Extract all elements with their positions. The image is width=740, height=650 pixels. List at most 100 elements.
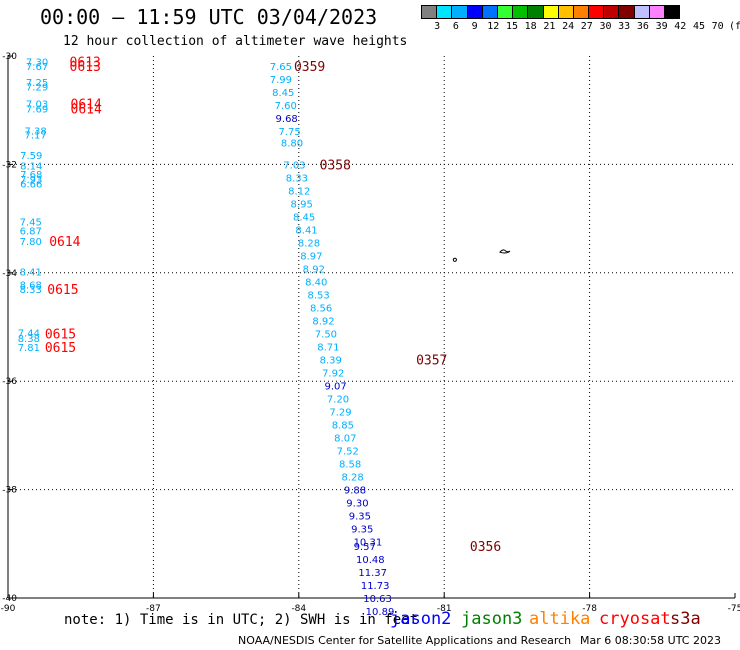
wave-height-value: 8.07 [334,434,356,445]
scale-label: 9 [471,21,478,32]
lon-tick-label: -78 [582,604,597,614]
scale-label: 6 [452,21,459,32]
wave-height-value: 8.12 [288,186,310,197]
footer-credit: NOAA/NESDIS Center for Satellite Applica… [238,634,572,647]
lon-tick-label: -90 [1,604,16,614]
wave-height-value: 7.99 [270,75,292,86]
wave-height-value: 9.68 [276,114,298,125]
wave-height-value: 8.14 [20,161,42,172]
lat-tick-label: -40 [2,594,17,604]
scale-label: 18 [524,21,537,32]
wave-height-value: 8.33 [286,173,308,184]
wave-height-value: 8.56 [310,303,332,314]
scale-label: (ft) [729,21,740,32]
lat-tick-label: -32 [2,160,17,170]
legend-s3a: s3a [670,609,701,629]
wave-height-value: 8.41 [20,268,42,279]
scale-label: 21 [543,21,556,32]
wave-height-value: 7.67 [26,62,48,73]
wave-height-value: 8.39 [320,356,342,367]
lat-tick-label: -30 [2,52,17,62]
lat-tick-label: -38 [2,486,17,496]
wave-height-value: 8.92 [303,264,325,275]
scale-label: 70 [711,21,724,32]
legend-jason2: jason2 [390,609,452,629]
scale-label: 42 [674,21,687,32]
wave-height-value: 8.45 [272,88,294,99]
wave-height-value: 7.03 [26,100,48,111]
wave-height-value: 8.68 [20,281,42,292]
pass-label: 0615 [47,283,78,298]
wave-height-value: 8.28 [298,238,320,249]
lat-tick-label: -34 [2,269,17,279]
scale-label: 15 [505,21,519,32]
wave-height-value: 7.81 [18,343,40,354]
wave-height-value: 7.30 [26,57,48,68]
wave-height-value: 7.92 [322,369,344,380]
wave-height-value: 7.52 [337,447,359,458]
wave-height-value: 9.30 [346,499,368,510]
pass-label: 0613 [70,55,101,70]
legend-jason3: jason3 [461,609,523,629]
pass-label: 0615 [45,328,76,343]
wave-height-value: 8.38 [18,334,40,345]
pass-label: 0356 [470,540,501,555]
wave-height-value: 9.88 [344,486,366,497]
wave-height-value: 7.60 [275,101,297,112]
lon-tick-label: -75 [728,604,740,614]
pass-label: 0357 [416,354,447,369]
wave-height-value: 9.35 [349,512,371,523]
wave-height-value: 7.50 [315,330,337,341]
wave-height-value: 7.44 [18,328,40,339]
wave-height-value: 8.92 [312,316,334,327]
lat-tick-label: -36 [2,377,17,387]
pass-label: 0358 [320,158,351,173]
pass-label: 0614 [49,235,80,250]
scale-label: 30 [599,21,612,32]
wave-height-value: 7.29 [329,408,351,419]
wave-height-value: 7.29 [26,82,48,93]
wave-height-value: 8.53 [308,290,330,301]
wave-height-value: 7.69 [26,105,48,116]
wave-height-value: 6.66 [20,179,42,190]
wave-height-value: 9.35 [351,525,373,536]
pass-label: 0615 [45,341,76,356]
pass-label: 0614 [71,103,102,118]
wave-height-value: 9.07 [324,382,346,393]
island-alejandro-selkirk [452,257,457,262]
wave-height-value: 8.97 [300,251,322,262]
wave-height-value: 7.25 [26,78,48,89]
scale-label: 24 [562,21,575,32]
map-title: 00:00 – 11:59 UTC 03/04/2023 [40,5,378,29]
scale-label: 36 [636,21,649,32]
wave-height-value: 7.45 [20,217,42,228]
wave-height-value: 8.45 [293,212,315,223]
wave-height-value: 8.28 [341,473,363,484]
wave-height-value: 8.71 [317,343,339,354]
wave-height-value: 8.41 [295,225,317,236]
wave-height-value: 10.31 [354,538,383,549]
scale-swatch [664,5,681,19]
wave-height-value: 7.75 [278,127,300,138]
pass-label: 0359 [294,60,325,75]
footer-timestamp: Mar 6 08:30:58 UTC 2023 [580,634,721,647]
wave-height-value: 7.03 [283,160,305,171]
wave-height-value: 8.40 [305,277,327,288]
map-subtitle: 12 hour collection of altimeter wave hei… [63,34,408,49]
scale-label: 45 [692,21,706,32]
wave-height-value: 11.73 [361,581,390,592]
wave-height-value: 7.93 [20,175,42,186]
wave-height-value: 7.38 [24,126,46,137]
wave-height-value: 10.63 [363,594,392,605]
wave-height-value: 7.17 [24,131,46,142]
wave-height-value: 10.48 [356,555,385,566]
lon-tick-label: -87 [146,604,161,614]
wave-height-value: 8.85 [332,421,354,432]
scale-label: 33 [618,21,631,32]
scale-label: 3 [434,21,441,32]
wave-height-value: 6.87 [20,227,42,238]
scale-label: 27 [580,21,593,32]
pass-label: 0613 [70,60,101,75]
